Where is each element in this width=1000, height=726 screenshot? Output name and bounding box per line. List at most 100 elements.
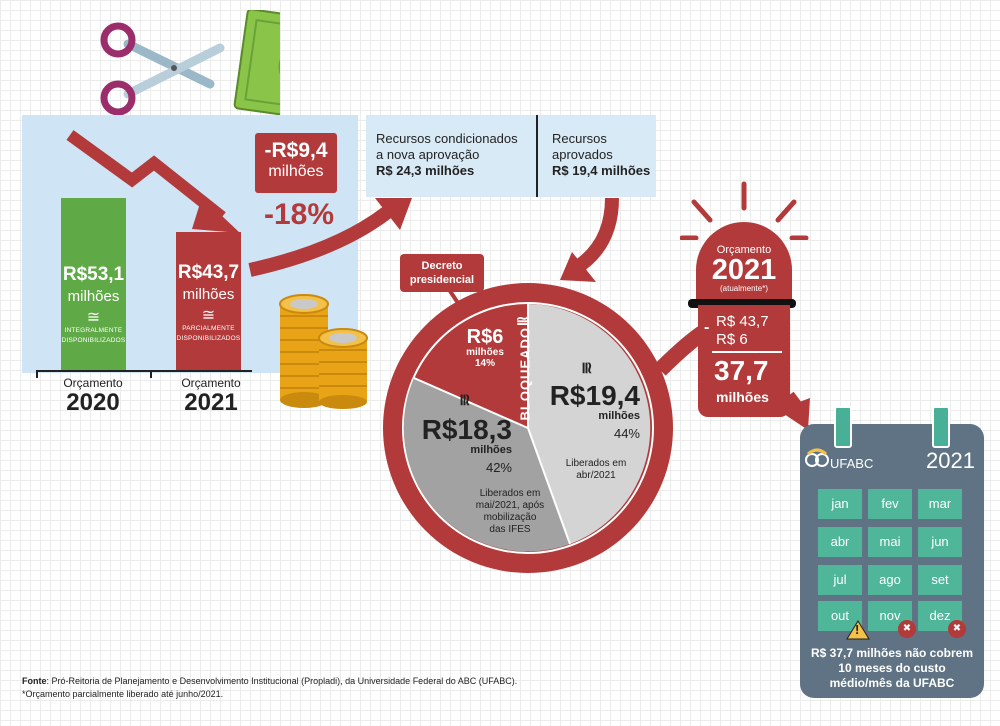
approved-line2: aprovados — [552, 147, 613, 162]
bar-2021-status-2: DISPONIBILIZADOS — [176, 335, 241, 342]
ufabc-logo-text: UFABC — [830, 456, 874, 471]
siren-note: (atualmente*) — [719, 284, 769, 293]
siren-base — [688, 299, 796, 308]
warning-symbol: ! — [855, 622, 860, 637]
month-jan: jan — [818, 489, 862, 519]
divider — [536, 115, 538, 197]
allocation-pie — [383, 283, 673, 573]
axis-tick — [36, 370, 38, 378]
released-may-value: R$18,3 — [421, 414, 512, 445]
siren-rays-icon — [680, 181, 809, 240]
released-apr-label: R$19,4 milhões 44% — [540, 380, 640, 441]
resources-info-box: Recursos condicionados a nova aprovação … — [366, 115, 656, 197]
label-orcamento: Orçamento — [181, 376, 241, 390]
released-apr-approx: ≅ — [577, 361, 595, 375]
ufabc-logo-icon — [805, 448, 829, 467]
released-may-desc-1: Liberados em — [479, 488, 541, 499]
calc-result: 37,7 — [714, 355, 769, 386]
month-nov: nov — [868, 601, 912, 631]
conditioned-line2: a nova aprovação — [376, 147, 480, 162]
blocked-percent: 14% — [474, 358, 495, 369]
month-set: set — [918, 565, 962, 595]
label-orcamento: Orçamento — [63, 376, 123, 390]
conditioned-value: R$ 24,3 milhões — [376, 163, 475, 178]
budget-calculation: - R$ 43,7 R$ 6 37,7 milhões — [698, 305, 790, 417]
decree-line1: Decreto — [421, 260, 463, 272]
released-may-label: R$18,3 milhões 42% — [412, 414, 512, 475]
cut-unit: milhões — [268, 163, 324, 180]
siren-year: 2021 — [711, 254, 777, 286]
month-jul: jul — [818, 565, 862, 595]
label-year: 2021 — [184, 389, 238, 416]
released-apr-unit: milhões — [598, 410, 640, 422]
caption-line1: R$ 37,7 milhões não cobrem — [810, 646, 974, 660]
source-label: Fonte — [22, 676, 47, 686]
released-apr-desc-2: abr/2021 — [576, 470, 616, 481]
calc-divider — [712, 351, 782, 353]
released-apr-desc-1: Liberados em — [565, 458, 627, 469]
cut-value: -R$9,4 — [264, 139, 328, 162]
decree-line2: presidencial — [409, 274, 475, 286]
calendar-ring — [834, 406, 852, 448]
bar-2021: R$43,7 milhões ≅ PARCIALMENTE DISPONIBIL… — [176, 232, 241, 372]
released-apr-percent: 44% — [613, 426, 640, 441]
calc-unit: milhões — [716, 389, 769, 405]
cut-percent: -18% — [263, 198, 335, 231]
x-icon-dez: ✖ — [948, 620, 966, 638]
bar-2021-value: R$43,7 — [177, 262, 240, 283]
footnote: *Orçamento parcialmente liberado até jun… — [22, 689, 224, 699]
calendar-caption: R$ 37,7 milhões não cobrem 10 meses do c… — [800, 646, 984, 691]
approved-resources: Recursos aprovados R$ 19,4 milhões — [552, 131, 656, 179]
blocked-vertical-label: BLOQUEADO — [517, 327, 533, 421]
bar-2020-value: R$53,1 — [62, 264, 125, 285]
released-may-desc-4: das IFES — [489, 524, 531, 535]
month-jun: jun — [918, 527, 962, 557]
month-mai: mai — [868, 527, 912, 557]
bar-2020-approx: ≅ — [86, 309, 101, 326]
approved-line1: Recursos — [552, 131, 607, 146]
blocked-unit: milhões — [466, 347, 504, 358]
pie-slice-released-apr — [528, 304, 651, 544]
calc-line1: R$ 43,7 — [716, 313, 769, 330]
year-label-2020: Orçamento 2020 — [38, 376, 148, 416]
released-apr-value: R$19,4 — [549, 380, 640, 411]
scissors-cutting-money-icon: $ — [100, 10, 280, 120]
calc-minus: - — [704, 319, 710, 336]
bar-2020-unit: milhões — [67, 288, 120, 305]
warning-icon — [846, 620, 870, 640]
footer: Fonte: Pró-Reitoria de Planejamento e De… — [22, 675, 517, 701]
source-line: Fonte: Pró-Reitoria de Planejamento e De… — [22, 675, 517, 688]
bar-2020: R$53,1 milhões ≅ INTEGRALMENTE DISPONIBI… — [61, 198, 126, 372]
blocked-value: R$6 — [466, 326, 504, 348]
source-text: : Pró-Reitoria de Planejamento e Desenvo… — [46, 676, 518, 686]
year-label-2021: Orçamento 2021 — [156, 376, 266, 416]
siren-label: Orçamento — [716, 244, 772, 256]
bar-2020-status-1: INTEGRALMENTE — [64, 327, 123, 334]
released-may-desc-2: mai/2021, após — [475, 500, 545, 511]
released-may-desc-3: mobilização — [483, 512, 537, 523]
caption-line3: médio/mês da UFABC — [829, 676, 955, 690]
month-abr: abr — [818, 527, 862, 557]
calendar-ring — [932, 406, 950, 448]
conditioned-line1: Recursos condicionados — [376, 131, 518, 146]
label-year: 2020 — [66, 389, 120, 416]
released-may-percent: 42% — [485, 460, 512, 475]
decree-label: Decreto presidencial — [400, 254, 484, 292]
calc-line2: R$ 6 — [716, 331, 748, 348]
axis-tick — [150, 370, 152, 378]
month-ago: ago — [868, 565, 912, 595]
coins-stack-icon — [279, 294, 368, 409]
calendar-2021: UFABC 2021 jan fev mar abr mai jun jul a… — [800, 406, 984, 698]
released-apr-desc: Liberados em abr/2021 — [556, 458, 636, 482]
released-may-unit: milhões — [470, 444, 512, 456]
x-icon-nov: ✖ — [898, 620, 916, 638]
cut-amount-box: -R$9,4 milhões — [255, 133, 337, 193]
flow-arrows — [248, 197, 619, 282]
approved-value: R$ 19,4 milhões — [552, 163, 651, 178]
calendar-year: 2021 — [926, 448, 975, 473]
conditioned-resources: Recursos condicionados a nova aprovação … — [376, 131, 538, 179]
x-axis — [36, 370, 252, 372]
budget-2021-siren: Orçamento 2021 (atualmente*) — [696, 222, 792, 304]
blocked-label: R$6 milhões 14% — [460, 326, 510, 369]
released-may-approx: ≅ — [455, 393, 473, 407]
